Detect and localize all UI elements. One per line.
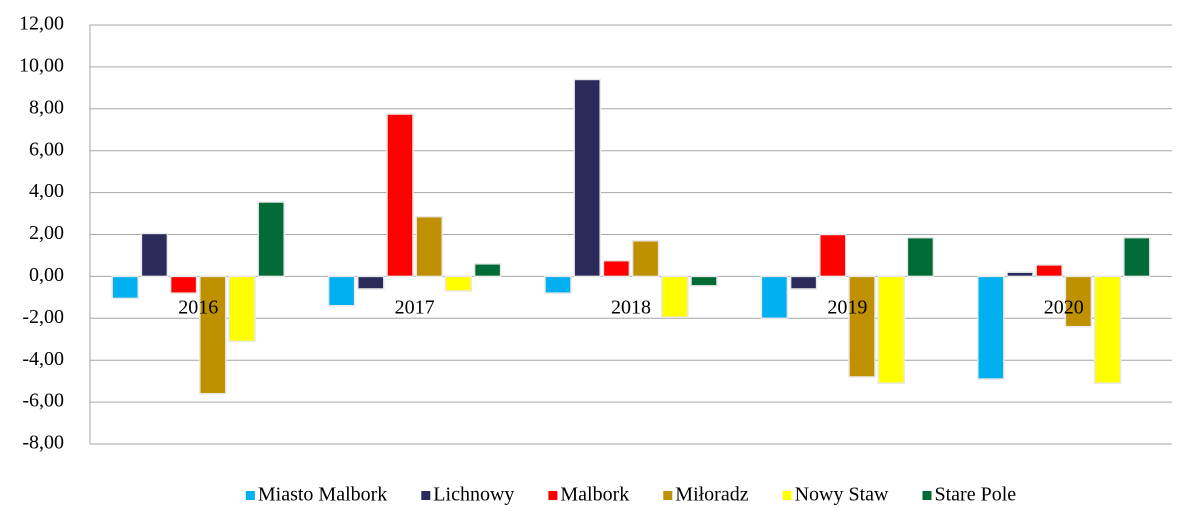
bar — [357, 275, 385, 290]
y-tick-label: 6,00 — [29, 138, 64, 160]
y-tick-label: 12,00 — [19, 13, 64, 35]
bar — [1064, 275, 1093, 328]
bar — [228, 275, 256, 343]
bar — [386, 113, 414, 278]
x-tick-label: 2017 — [395, 297, 435, 319]
y-tick-label: -4,00 — [22, 348, 64, 370]
legend-swatch — [922, 491, 932, 500]
legend-swatch — [245, 491, 255, 500]
x-tick-label: 2016 — [178, 297, 218, 319]
bar — [1035, 264, 1063, 278]
legend-swatch — [663, 491, 673, 500]
bar — [977, 275, 1005, 380]
bar — [877, 275, 905, 384]
bar — [1006, 271, 1034, 278]
bar — [819, 233, 847, 278]
legend-label: Stare Pole — [934, 484, 1016, 506]
bar — [199, 275, 227, 395]
legend-label: Nowy Staw — [795, 484, 889, 506]
y-tick-label: -6,00 — [22, 390, 64, 412]
legend-label: Malbork — [560, 484, 629, 506]
bar — [327, 275, 356, 307]
legend-swatch — [548, 491, 558, 500]
x-tick-label: 2019 — [827, 297, 867, 319]
bar — [906, 236, 935, 278]
bar — [789, 275, 818, 290]
legend-label: Miasto Malbork — [258, 484, 387, 506]
bar — [848, 275, 876, 378]
legend-swatch — [782, 491, 792, 500]
bar — [140, 232, 169, 278]
y-tick-label: 0,00 — [29, 264, 64, 286]
legend-label: Lichnowy — [433, 484, 514, 506]
y-tick-label: -8,00 — [22, 432, 64, 454]
y-tick-label: -2,00 — [22, 306, 64, 328]
bar — [602, 259, 631, 278]
y-tick-label: 2,00 — [29, 222, 64, 244]
bar — [1093, 275, 1122, 384]
bar — [415, 215, 443, 278]
bar — [544, 275, 572, 294]
bar — [111, 275, 139, 300]
bar — [661, 275, 689, 319]
y-tick-label: 8,00 — [29, 96, 64, 118]
legend-label: Miłoradz — [675, 484, 748, 506]
bar — [169, 275, 198, 294]
bar — [760, 275, 789, 320]
bar — [444, 275, 473, 292]
bar — [1123, 236, 1151, 278]
x-tick-label: 2020 — [1044, 297, 1084, 319]
x-tick-label: 2018 — [611, 297, 651, 319]
legend-swatch — [421, 491, 431, 500]
bar — [573, 78, 601, 278]
bar — [631, 240, 660, 278]
y-tick-label: 10,00 — [19, 54, 64, 76]
y-tick-label: 4,00 — [29, 180, 64, 202]
bar — [257, 201, 285, 278]
bar — [473, 263, 502, 278]
bar — [690, 275, 718, 287]
